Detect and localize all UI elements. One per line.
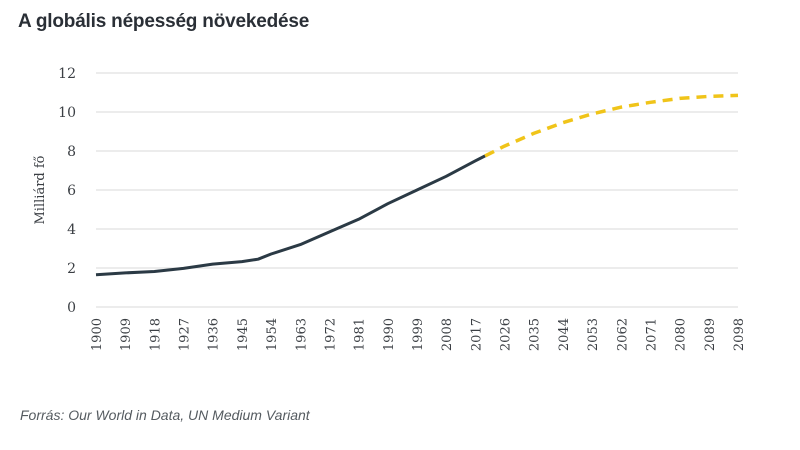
x-tick-label: 2035 <box>528 318 543 351</box>
x-tick-label: 2098 <box>732 318 747 351</box>
x-tick-label: 1936 <box>207 318 222 351</box>
y-tick-label: 6 <box>67 183 76 199</box>
x-tick-label: 2071 <box>644 318 659 351</box>
x-tick-label: 1945 <box>236 318 251 351</box>
x-tick-label: 2089 <box>703 318 718 351</box>
y-tick-label: 2 <box>67 261 76 277</box>
x-tick-label: 2017 <box>469 318 484 351</box>
x-tick-label: 1909 <box>119 318 134 351</box>
y-axis-ticks: 0 2 4 6 8 10 12 <box>58 66 76 316</box>
x-tick-label: 1981 <box>353 318 368 351</box>
x-tick-label: 2008 <box>440 318 455 351</box>
x-tick-label: 1900 <box>90 318 105 351</box>
x-tick-label: 1999 <box>411 318 426 351</box>
historical-series-line <box>95 154 486 277</box>
y-tick-label: 10 <box>58 105 76 121</box>
y-tick-label: 0 <box>67 300 76 316</box>
x-tick-label: 2026 <box>499 318 514 351</box>
x-tick-label: 1990 <box>382 318 397 351</box>
x-axis-ticks: 1900 1909 1918 1927 1936 1945 1954 1963 1972 1981… <box>90 318 747 351</box>
y-tick-label: 8 <box>67 144 76 160</box>
y-tick-label: 4 <box>67 222 76 238</box>
x-tick-label: 2062 <box>615 318 630 351</box>
x-tick-label: 2053 <box>586 318 601 351</box>
series-lines <box>95 93 739 277</box>
x-tick-label: 1954 <box>265 318 280 351</box>
x-tick-label: 1918 <box>148 318 163 351</box>
x-tick-label: 1972 <box>323 318 338 351</box>
source-note: Forrás: Our World in Data, UN Medium Var… <box>20 407 310 423</box>
y-axis-label: Milliárd fő <box>33 155 48 224</box>
x-tick-label: 2080 <box>674 318 689 351</box>
chart-title: A globális népesség növekedése <box>18 11 310 32</box>
x-tick-label: 2044 <box>557 318 572 351</box>
x-tick-label: 1963 <box>294 318 309 351</box>
projection-series-line <box>484 93 739 158</box>
x-tick-label: 1927 <box>178 318 193 351</box>
y-tick-label: 12 <box>58 66 76 82</box>
